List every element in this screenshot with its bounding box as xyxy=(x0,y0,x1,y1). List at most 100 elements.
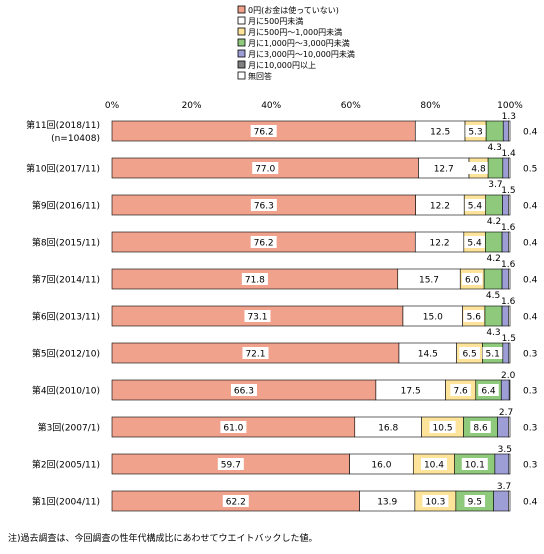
legend-label: 月に500円未満 xyxy=(248,16,303,26)
category-sublabel: (n=10408) xyxy=(51,134,100,144)
value-label-outside: 1.5 xyxy=(501,186,515,196)
legend-swatch xyxy=(237,71,246,80)
bar-segment xyxy=(502,342,510,364)
value-label: 66.3 xyxy=(234,387,254,397)
value-label-outside: 1.6 xyxy=(501,260,516,270)
bar-segment xyxy=(508,379,511,401)
value-label: 17.5 xyxy=(401,387,421,397)
value-label-bg xyxy=(250,125,277,137)
value-label: 9.5 xyxy=(468,498,482,508)
value-label-bg xyxy=(244,310,271,322)
value-label-outside: 4.3 xyxy=(488,143,502,153)
value-label: 7.6 xyxy=(453,387,468,397)
value-label: 16.0 xyxy=(371,461,391,471)
legend-label: 0円(お金は使っていない) xyxy=(248,5,339,15)
no-answer-value: 0.4 xyxy=(523,276,538,286)
no-answer-value: 0.4 xyxy=(523,313,538,323)
value-label-bg xyxy=(416,273,443,285)
x-tick-label: 20% xyxy=(182,101,202,111)
value-label: 15.0 xyxy=(423,313,443,323)
value-label-bg xyxy=(464,236,485,248)
bar-segment xyxy=(502,194,509,216)
value-label-outside: 3.7 xyxy=(497,482,511,492)
value-label-bg xyxy=(242,347,269,359)
legend-label: 月に3,000円〜10,000円未満 xyxy=(248,49,355,59)
value-label-bg xyxy=(397,384,424,396)
x-tick-label: 60% xyxy=(341,101,361,111)
no-answer-value: 0.3 xyxy=(523,424,537,434)
value-label: 10.5 xyxy=(433,424,453,434)
value-label: 73.1 xyxy=(247,313,267,323)
value-label: 12.7 xyxy=(434,165,454,175)
value-label: 62.2 xyxy=(226,498,246,508)
footnote: 注)過去調査は、今回調査の性年代構成比にあわせてウエイトバックした値。 xyxy=(8,532,318,544)
value-label-bg xyxy=(464,495,486,507)
legend-label: 無回答 xyxy=(248,71,272,81)
category-label: 第10回(2017/11) xyxy=(26,163,100,175)
legend-swatch xyxy=(237,60,246,69)
x-tick-label: 40% xyxy=(261,101,281,111)
category-label: 第11回(2018/11) xyxy=(26,119,100,131)
legend-swatch xyxy=(237,49,246,58)
value-label-bg xyxy=(222,495,249,507)
value-label-bg xyxy=(252,162,279,174)
legend: 0円(お金は使っていない)月に500円未満月に500円〜1,000円未満月に1,… xyxy=(237,5,355,81)
category-label: 第4回(2010/10) xyxy=(32,385,100,397)
value-label-bg xyxy=(230,384,257,396)
category-label: 第5回(2012/10) xyxy=(32,348,100,360)
value-label-outside: 4.2 xyxy=(487,217,501,227)
no-answer-value: 0.3 xyxy=(523,350,537,360)
value-label-outside: 4.3 xyxy=(486,328,500,338)
no-answer-labels: 0.4 0.5 0.4 0.4 0.4 0.4 0.3 0.3 0.3 0.3 0.4 xyxy=(523,128,538,508)
value-label-outside: 3.7 xyxy=(488,180,502,190)
value-label: 8.6 xyxy=(473,424,488,434)
value-label-bg xyxy=(461,273,483,285)
value-label: 12.2 xyxy=(430,239,450,249)
value-label-bg xyxy=(465,125,486,137)
value-label-outside: 2.7 xyxy=(499,408,513,418)
value-label: 5.4 xyxy=(468,202,483,212)
legend-label: 月に10,000円以上 xyxy=(248,61,316,70)
value-label-outside: 1.6 xyxy=(501,297,516,307)
value-label-outside: 1.6 xyxy=(501,223,516,233)
category-label: 第1回(2004/11) xyxy=(32,496,100,508)
no-answer-value: 0.4 xyxy=(523,239,538,249)
value-label-bg xyxy=(470,421,491,433)
value-label-bg xyxy=(414,347,441,359)
value-label-bg xyxy=(217,458,244,470)
bar-segment xyxy=(508,490,511,512)
value-label: 4.8 xyxy=(471,165,486,175)
value-label-outside: 1.3 xyxy=(502,112,516,122)
value-label-outside: 1.5 xyxy=(502,334,516,344)
value-label: 6.5 xyxy=(462,350,476,360)
bar-segment xyxy=(493,490,509,512)
bar-segment xyxy=(508,231,511,253)
bar-segment xyxy=(508,157,511,179)
bar-segment xyxy=(484,305,503,327)
bar-segment xyxy=(502,120,509,142)
bar-segment xyxy=(501,268,509,290)
category-label: 第9回(2016/11) xyxy=(32,200,100,212)
bar-segment xyxy=(497,416,509,438)
value-label-bg xyxy=(250,236,277,248)
value-label: 71.8 xyxy=(245,276,265,286)
bar-segment xyxy=(508,305,511,327)
value-label: 76.2 xyxy=(254,128,274,138)
value-label-bg xyxy=(427,125,454,137)
bar-segment xyxy=(508,120,511,142)
legend-swatch xyxy=(237,5,246,14)
value-label-bg xyxy=(250,199,277,211)
value-label: 5.1 xyxy=(486,350,500,360)
value-label-bg xyxy=(464,199,486,211)
x-tick-label: 0% xyxy=(105,101,120,111)
category-labels: 第11回(2018/11) (n=10408) 第10回(2017/11) 第9回(2… xyxy=(26,119,100,508)
bar-segment xyxy=(502,157,509,179)
bar-segment xyxy=(508,453,511,475)
value-label: 14.5 xyxy=(418,350,438,360)
x-tick-label: 80% xyxy=(420,101,440,111)
bar-segment xyxy=(508,416,511,438)
value-label-bg xyxy=(368,458,395,470)
value-label-bg xyxy=(419,310,446,322)
value-label-outside: 4.2 xyxy=(487,254,501,264)
